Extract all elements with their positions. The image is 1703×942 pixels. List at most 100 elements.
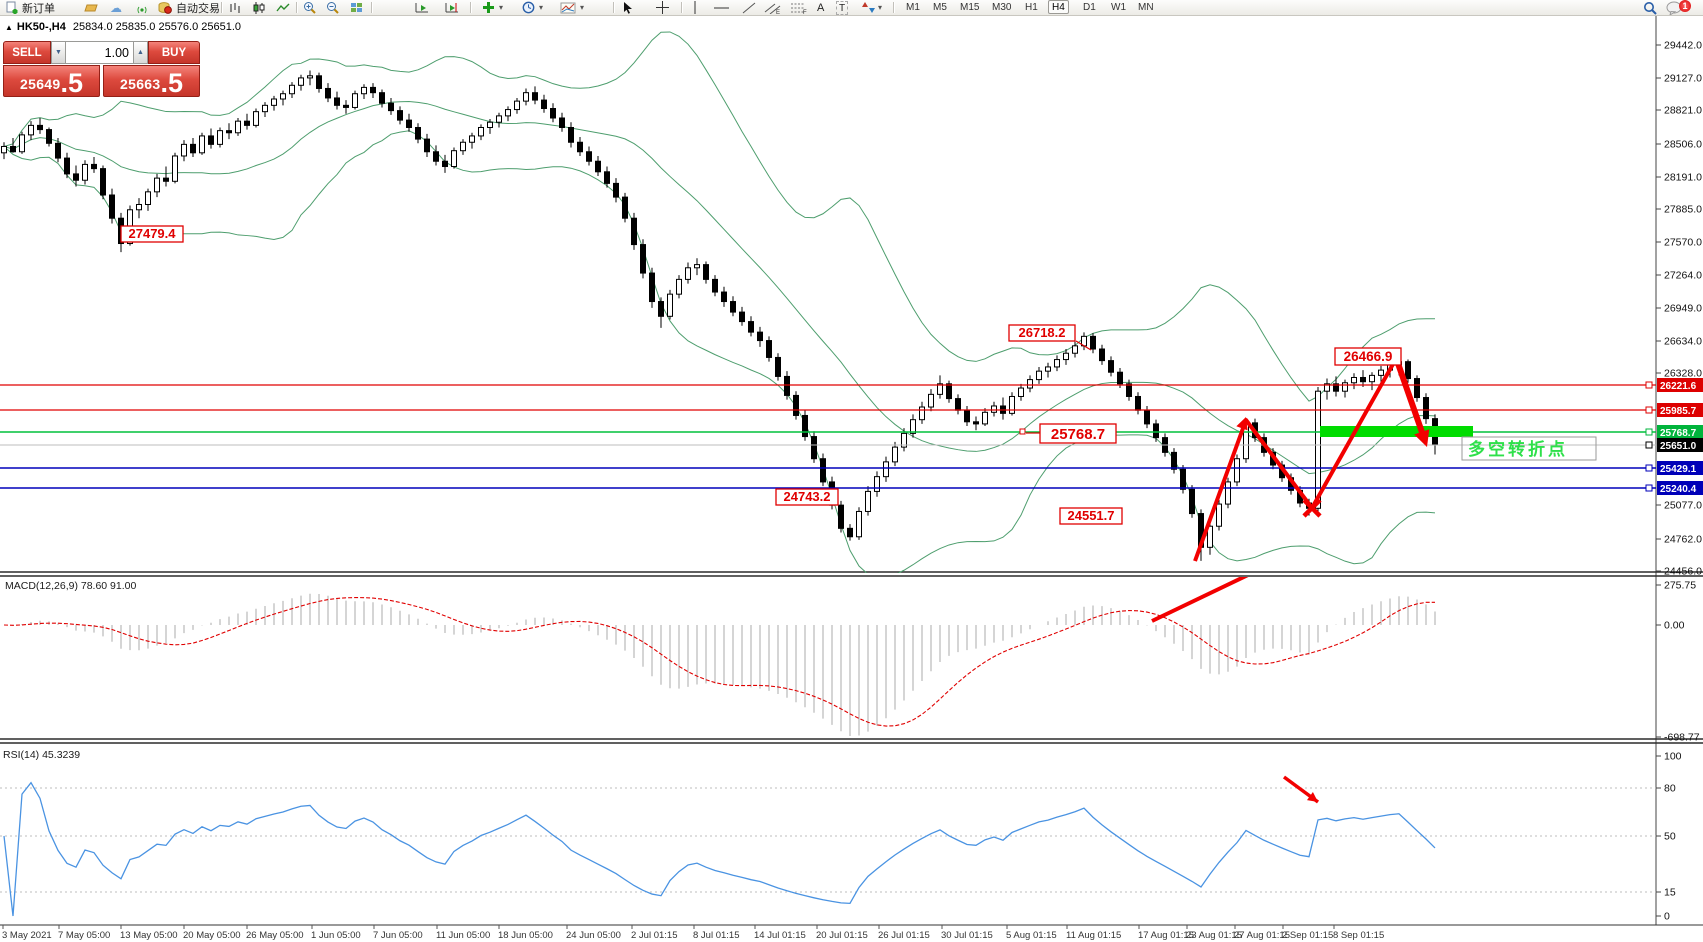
svg-text:20 May 05:00: 20 May 05:00 xyxy=(183,930,241,941)
chart-shift-icon[interactable] xyxy=(445,0,459,15)
svg-text:14 Jul 01:15: 14 Jul 01:15 xyxy=(754,930,806,941)
toolbar-separator xyxy=(221,2,222,13)
autotrade-icon[interactable] xyxy=(158,0,172,15)
svg-text:29442.0: 29442.0 xyxy=(1664,40,1702,52)
svg-text:25985.7: 25985.7 xyxy=(1660,406,1697,417)
tile-windows-icon[interactable] xyxy=(350,0,363,15)
zigzag-annotation[interactable] xyxy=(1193,351,1430,562)
timeframe-MN[interactable]: MN xyxy=(1138,1,1154,13)
svg-text:26634.0: 26634.0 xyxy=(1664,336,1702,348)
indicators-icon[interactable] xyxy=(482,0,495,15)
cursor-icon[interactable] xyxy=(622,0,634,15)
auto-scroll-icon[interactable] xyxy=(415,0,429,15)
periods-dropdown-arrow[interactable]: ▾ xyxy=(539,3,544,12)
timeframe-D1[interactable]: D1 xyxy=(1083,1,1096,13)
notification-badge[interactable]: 1 xyxy=(1679,0,1691,12)
svg-text:275.75: 275.75 xyxy=(1664,580,1696,592)
arrows-dropdown-arrow[interactable]: ▾ xyxy=(878,3,883,12)
svg-text:25651.0: 25651.0 xyxy=(1660,441,1697,452)
timeframe-H4[interactable]: H4 xyxy=(1048,0,1069,14)
svg-text:2 Sep 01:15: 2 Sep 01:15 xyxy=(1282,930,1333,941)
zoom-out-icon[interactable] xyxy=(326,0,339,15)
svg-text:11 Aug 01:15: 11 Aug 01:15 xyxy=(1066,930,1121,941)
svg-text:25077.0: 25077.0 xyxy=(1664,500,1702,512)
ohlc-values: 25834.0 25835.0 25576.0 25651.0 xyxy=(72,21,242,33)
rsi-trend-arrow[interactable] xyxy=(1282,775,1320,804)
macd-signal-line xyxy=(3,597,1436,727)
svg-text:26949.0: 26949.0 xyxy=(1664,303,1702,315)
periods-clock-icon[interactable] xyxy=(522,0,535,15)
vertical-line-tool-icon[interactable] xyxy=(691,0,699,15)
buy-button[interactable]: BUY xyxy=(148,41,200,64)
volume-value: 1.00 xyxy=(104,45,129,60)
timeframe-H1[interactable]: H1 xyxy=(1025,1,1038,13)
indicators-dropdown-arrow[interactable]: ▾ xyxy=(499,3,504,12)
timeframe-M5[interactable]: M5 xyxy=(933,1,947,13)
svg-text:27264.0: 27264.0 xyxy=(1664,270,1702,282)
svg-text:0.00: 0.00 xyxy=(1664,620,1685,632)
autotrade-button[interactable]: 自动交易 xyxy=(176,0,220,15)
candlestick-chart-type-icon[interactable] xyxy=(252,0,265,15)
svg-text:18 Jun 05:00: 18 Jun 05:00 xyxy=(498,930,553,941)
svg-text:7 Jun 05:00: 7 Jun 05:00 xyxy=(373,930,423,941)
volume-increase-button[interactable]: ▲ xyxy=(133,41,148,64)
macd-trend-arrows[interactable] xyxy=(1151,552,1327,623)
zoom-in-icon[interactable] xyxy=(303,0,316,15)
macd-indicator-label: MACD(12,26,9) 78.60 91.00 xyxy=(5,580,137,592)
arrows-tool-icon[interactable] xyxy=(862,0,876,15)
horizontal-line-tool-icon[interactable] xyxy=(714,0,729,15)
price-axis[interactable]: 29442.0 29127.0 28821.0 28506.0 28191.0 27885… xyxy=(1656,40,1702,923)
svg-text:F: F xyxy=(803,10,807,14)
sell-label: SELL xyxy=(12,46,42,59)
autotrade-label: 自动交易 xyxy=(176,2,220,15)
signal-icon[interactable] xyxy=(136,0,149,15)
templates-icon[interactable] xyxy=(560,0,576,15)
svg-text:26221.6: 26221.6 xyxy=(1660,381,1697,392)
svg-text:29127.0: 29127.0 xyxy=(1664,73,1702,85)
chart-title-bar: ▲ HK50-,H4 25834.0 25835.0 25576.0 25651.0 xyxy=(5,21,241,33)
line-chart-type-icon[interactable] xyxy=(276,0,290,15)
trendline-tool-icon[interactable] xyxy=(742,0,756,15)
price-annotation-labels[interactable]: 27479.4 26718.2 25768.7 24743.2 24551.7 26466… xyxy=(120,225,1402,525)
time-axis[interactable]: 3 May 2021 7 May 05:00 13 May 05:00 20 May … xyxy=(2,925,1384,941)
collapse-trade-panel-arrow[interactable]: ▲ xyxy=(5,23,13,32)
bollinger-bands xyxy=(3,31,1436,573)
svg-text:13 May 05:00: 13 May 05:00 xyxy=(120,930,178,941)
new-order-button[interactable]: 新订单 xyxy=(22,0,55,15)
buy-price-fraction: .5 xyxy=(160,68,183,98)
new-order-icon[interactable] xyxy=(6,0,19,15)
timeframe-M15[interactable]: M15 xyxy=(960,1,980,13)
sell-button[interactable]: SELL xyxy=(3,41,51,64)
text-label-tool-icon[interactable]: T xyxy=(836,1,849,15)
svg-text:多空转折点: 多空转折点 xyxy=(1468,439,1568,459)
text-tool-icon[interactable]: A xyxy=(817,1,825,14)
svg-text:27479.4: 27479.4 xyxy=(129,226,177,241)
volume-decrease-button[interactable]: ▼ xyxy=(51,41,66,64)
volume-input[interactable]: 1.00 xyxy=(66,41,133,64)
one-click-trading-panel: SELL ▼ 1.00 ▲ BUY 25649.5 25663.5 xyxy=(3,41,200,97)
timeframe-M30[interactable]: M30 xyxy=(992,1,1012,13)
buy-label: BUY xyxy=(161,46,187,59)
svg-text:17 Aug 01:15: 17 Aug 01:15 xyxy=(1138,930,1194,941)
svg-text:-698.77: -698.77 xyxy=(1664,732,1700,744)
spin-down-icon: ▼ xyxy=(55,49,62,56)
svg-text:26328.0: 26328.0 xyxy=(1664,368,1702,380)
price-tags[interactable]: 26221.6 25985.7 25768.7 25651.0 25429.1 25240… xyxy=(1645,378,1703,495)
bar-chart-type-icon[interactable] xyxy=(228,0,241,15)
cloud-icon[interactable]: ☁ xyxy=(110,0,122,15)
fibonacci-tool-icon[interactable]: F xyxy=(790,0,808,15)
channel-tool-icon[interactable]: E xyxy=(764,0,782,15)
chart-profile-icon[interactable] xyxy=(84,0,98,15)
buy-price-button[interactable]: 25663.5 xyxy=(103,65,200,97)
templates-dropdown-arrow[interactable]: ▾ xyxy=(580,3,585,12)
timeframe-M1[interactable]: M1 xyxy=(906,1,920,13)
turning-point-note[interactable]: 多空转折点 xyxy=(1461,436,1597,461)
search-icon[interactable] xyxy=(1643,0,1657,15)
svg-text:0: 0 xyxy=(1664,911,1670,923)
support-zone-highlight[interactable] xyxy=(1320,426,1473,437)
sell-price-button[interactable]: 25649.5 xyxy=(3,65,100,97)
rsi-pane xyxy=(0,775,1656,917)
crosshair-icon[interactable] xyxy=(656,0,669,15)
timeframe-W1[interactable]: W1 xyxy=(1111,1,1126,13)
